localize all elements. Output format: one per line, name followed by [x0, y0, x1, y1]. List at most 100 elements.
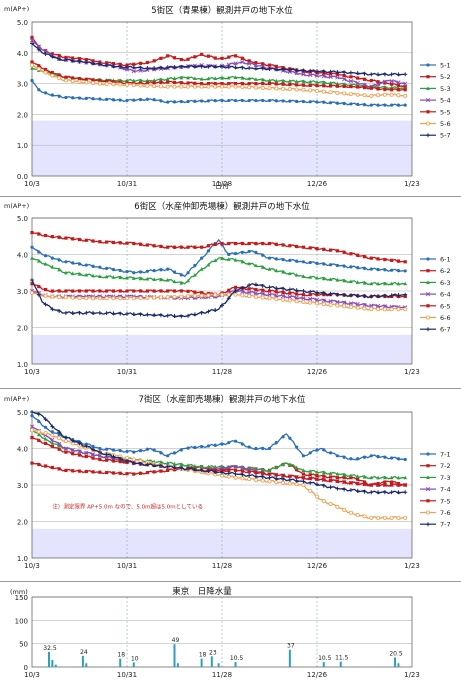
- series-point-5-2: [179, 57, 183, 62]
- series-point-5-2: [390, 82, 394, 86]
- series-point-6-7: [348, 293, 353, 298]
- series-point-6-5: [200, 291, 204, 295]
- series-point-6-6: [376, 307, 381, 312]
- series-point-7-1: [322, 448, 326, 452]
- series-point-6-5: [50, 289, 54, 293]
- series-point-6-2: [369, 256, 373, 260]
- series-point-6-5: [186, 289, 190, 293]
- series-point-6-5: [71, 289, 75, 293]
- series-point-5-6: [376, 93, 381, 98]
- x-tick-label: 1/23: [404, 180, 420, 188]
- series-point-5-6: [335, 90, 340, 95]
- series-point-7-3: [335, 472, 340, 476]
- series-point-5-1: [220, 98, 224, 103]
- legend-marker: [426, 327, 430, 332]
- series-point-5-1: [315, 100, 319, 104]
- series-point-6-2: [138, 242, 143, 246]
- series-point-6-6: [138, 296, 143, 301]
- chart-1-axes: 1.0 2.0 3.0 4.0 5.0 10/3 10/31 11/28 12/26 1/23 6街…: [4, 201, 420, 376]
- series-point-6-2: [43, 233, 48, 238]
- series-point-6-4: [314, 297, 320, 302]
- series-point-6-1: [274, 257, 278, 261]
- series-point-6-3: [118, 275, 123, 280]
- series-point-7-2: [138, 471, 143, 475]
- series-point-5-1: [233, 98, 238, 103]
- bar-value-label: 11.5: [335, 655, 349, 662]
- series-point-5-6: [125, 82, 130, 87]
- series-point-5-2: [152, 59, 156, 63]
- rain-bar: [217, 663, 220, 667]
- series-point-6-2: [308, 246, 312, 250]
- series-point-6-2: [233, 241, 238, 246]
- series-point-7-2: [57, 467, 61, 471]
- series-point-7-2: [91, 470, 95, 474]
- series-point-5-2: [43, 49, 48, 53]
- series-point-7-7: [186, 466, 191, 471]
- series-point-7-7: [43, 417, 48, 422]
- series-point-7-7: [111, 454, 116, 459]
- legend-marker: [426, 269, 430, 273]
- series-point-5-4: [247, 61, 252, 66]
- series-point-5-1: [57, 94, 61, 98]
- series-point-6-6: [335, 303, 340, 308]
- series-point-7-5: [356, 481, 360, 486]
- series-point-7-7: [91, 447, 96, 452]
- series-point-6-3: [192, 272, 197, 277]
- series-point-7-1: [362, 455, 367, 459]
- x-tick-label: 12/26: [307, 671, 328, 679]
- legend-label: 5-1: [440, 62, 451, 70]
- series-point-6-1: [227, 252, 231, 257]
- series-point-5-4: [240, 59, 245, 65]
- series-point-7-3: [172, 461, 177, 466]
- series-point-6-1: [118, 268, 122, 273]
- series-point-6-6: [247, 294, 252, 299]
- series-point-5-5: [118, 80, 122, 84]
- series-point-5-4: [308, 72, 313, 78]
- series-point-6-7: [287, 287, 292, 292]
- series-point-5-1: [227, 98, 231, 103]
- series-point-6-6: [233, 292, 238, 297]
- series-point-6-6: [43, 293, 48, 298]
- series-point-6-5: [227, 288, 231, 292]
- series-point-7-1: [98, 446, 102, 451]
- series-point-6-1: [403, 269, 407, 273]
- series-point-5-6: [172, 84, 177, 89]
- series-point-7-3: [355, 474, 360, 478]
- series-point-6-2: [301, 245, 306, 249]
- series-point-5-3: [321, 80, 326, 84]
- series-point-6-2: [247, 241, 251, 246]
- series-point-7-5: [91, 456, 95, 460]
- y-tick-label: 3.0: [17, 482, 28, 490]
- series-point-7-6: [274, 480, 279, 485]
- series-point-5-2: [84, 57, 88, 62]
- series-point-7-7: [253, 474, 258, 479]
- series-point-5-6: [186, 84, 191, 89]
- series-point-6-7: [328, 291, 333, 296]
- series-point-6-1: [105, 266, 109, 270]
- legend-label: 7-3: [440, 474, 451, 482]
- series-point-7-7: [138, 461, 143, 466]
- series-point-7-6: [57, 436, 62, 441]
- series-point-6-2: [77, 237, 82, 242]
- series-point-5-6: [158, 84, 163, 89]
- series-point-6-3: [321, 276, 326, 281]
- series-point-6-1: [200, 256, 204, 260]
- series-point-5-6: [281, 86, 286, 91]
- legend-marker: [426, 110, 430, 114]
- x-tick-label: 10/31: [117, 562, 137, 570]
- series-point-5-7: [376, 72, 381, 77]
- series-point-7-7: [199, 468, 204, 473]
- series-point-7-5: [403, 483, 407, 487]
- series-point-5-3: [220, 76, 224, 80]
- limit-annotation: 注）測定限界 AP+5.0m なので、5.0m超は5.0mとしている: [52, 503, 203, 511]
- series-point-6-1: [261, 253, 265, 257]
- series-point-6-2: [91, 239, 95, 243]
- series-point-6-3: [91, 273, 95, 278]
- series-point-7-1: [342, 455, 346, 459]
- series-point-6-6: [348, 305, 353, 310]
- series-point-5-1: [240, 98, 244, 103]
- series-point-5-1: [335, 101, 339, 105]
- series-point-7-6: [396, 515, 401, 520]
- series-point-5-1: [288, 99, 292, 103]
- series-point-7-4: [104, 455, 109, 460]
